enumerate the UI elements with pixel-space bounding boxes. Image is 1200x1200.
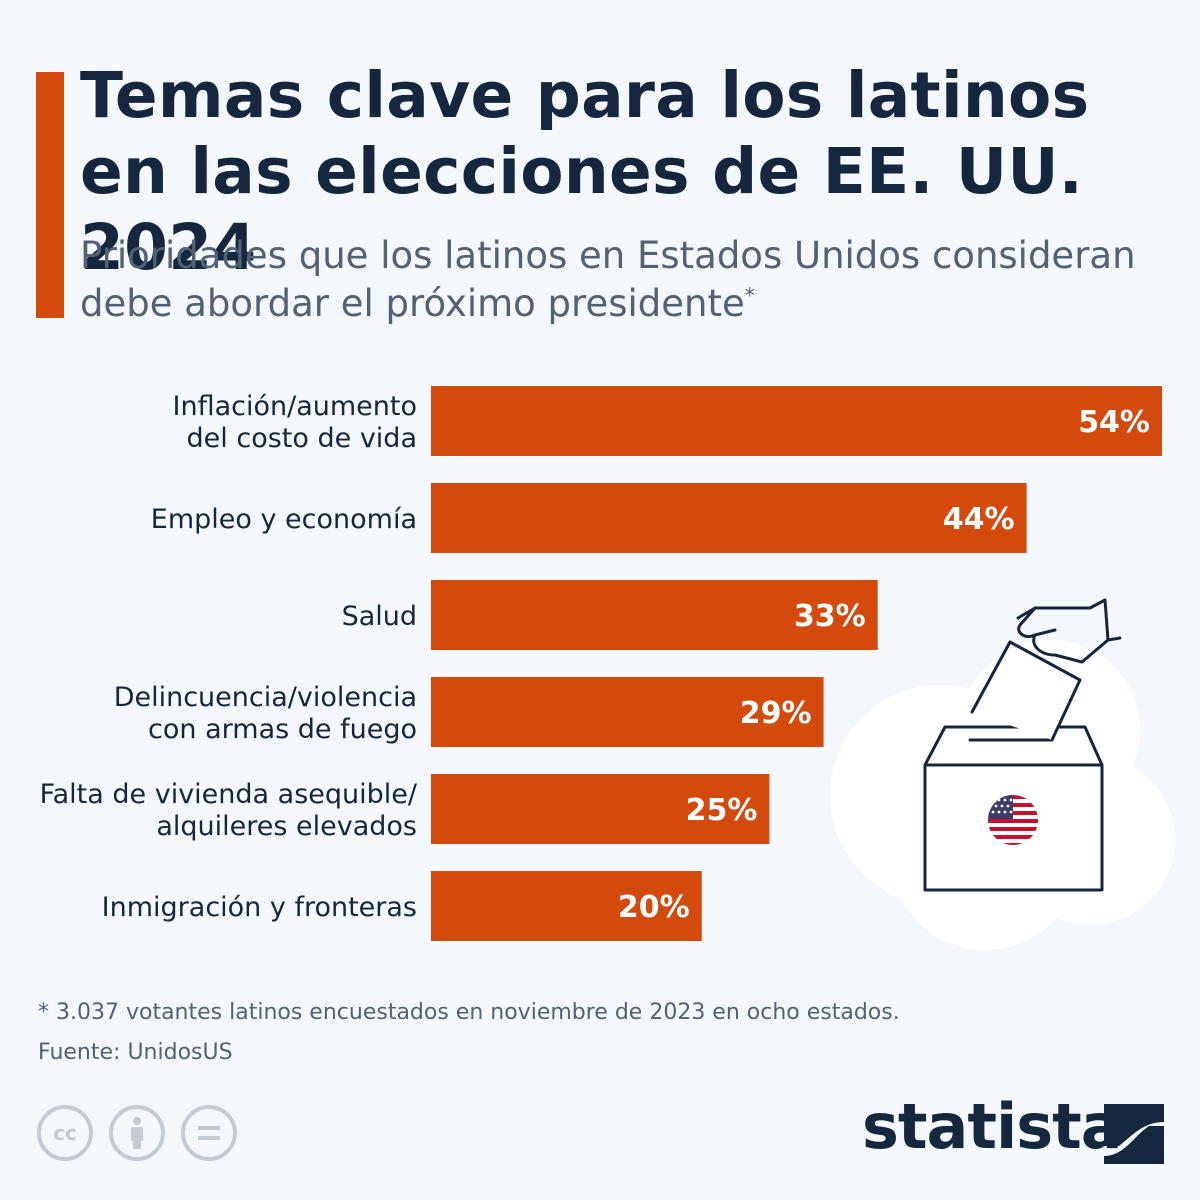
ballot-box-icon <box>923 598 1122 892</box>
no-derivatives-icon[interactable] <box>181 1105 237 1161</box>
value-label-4: 29% <box>740 696 812 731</box>
category-label-line: Delincuencia/violencia <box>114 682 417 713</box>
value-label-5: 25% <box>686 793 758 828</box>
subtitle-footnote-marker: * <box>744 283 755 308</box>
category-label-3: Salud <box>342 601 417 632</box>
footnote: * 3.037 votantes latinos encuestados en … <box>38 1000 900 1025</box>
subtitle-text: Prioridades que los latinos en Estados U… <box>80 234 1136 325</box>
category-label-6: Inmigración y fronteras <box>102 892 417 923</box>
category-label-line: alquileres elevados <box>156 811 417 842</box>
statista-logo-icon <box>1104 1104 1164 1164</box>
category-label-2: Empleo y economía <box>151 504 417 535</box>
ballot-box-illustration <box>830 598 1175 950</box>
value-label-3: 33% <box>794 599 866 634</box>
statista-logo[interactable]: statista <box>862 1090 1123 1163</box>
bar-chart: 54% Inflación/aumento del costo de vida 44%… <box>40 386 1162 941</box>
category-label-1: Inflación/aumento del costo de vida <box>173 391 418 454</box>
category-label-5: Falta de vivienda asequible/alquileres e… <box>40 779 418 842</box>
cc-icon[interactable]: cc <box>37 1105 93 1161</box>
bar-1 <box>431 386 1162 456</box>
category-label-4: Delincuencia/violencia con armas de fuego <box>114 682 417 745</box>
attribution-icon[interactable] <box>109 1105 165 1161</box>
bar-2 <box>431 483 1027 553</box>
chart-subtitle: Prioridades que los latinos en Estados U… <box>80 232 1180 328</box>
category-label-line: Inmigración y fronteras <box>102 892 417 923</box>
bar-3 <box>431 580 878 650</box>
us-flag-icon <box>988 795 1038 845</box>
title-accent-bar <box>36 72 64 318</box>
chart-title: Temas clave para los latinos en las elec… <box>80 59 1090 284</box>
category-label-line: Salud <box>342 601 417 632</box>
category-label-line: del costo de vida <box>187 423 417 454</box>
value-label-1: 54% <box>1078 405 1150 440</box>
bar-6 <box>431 871 702 941</box>
bar-5 <box>431 774 770 844</box>
value-label-6: 20% <box>618 890 690 925</box>
source-note: Fuente: UnidosUS <box>38 1040 233 1065</box>
category-label-line: Empleo y economía <box>151 504 417 535</box>
category-label-line: Falta de vivienda asequible/ <box>40 779 418 810</box>
category-label-line: Inflación/aumento <box>173 391 418 422</box>
category-label-line: con armas de fuego <box>148 714 417 745</box>
bar-4 <box>431 677 824 747</box>
value-label-2: 44% <box>943 502 1015 537</box>
